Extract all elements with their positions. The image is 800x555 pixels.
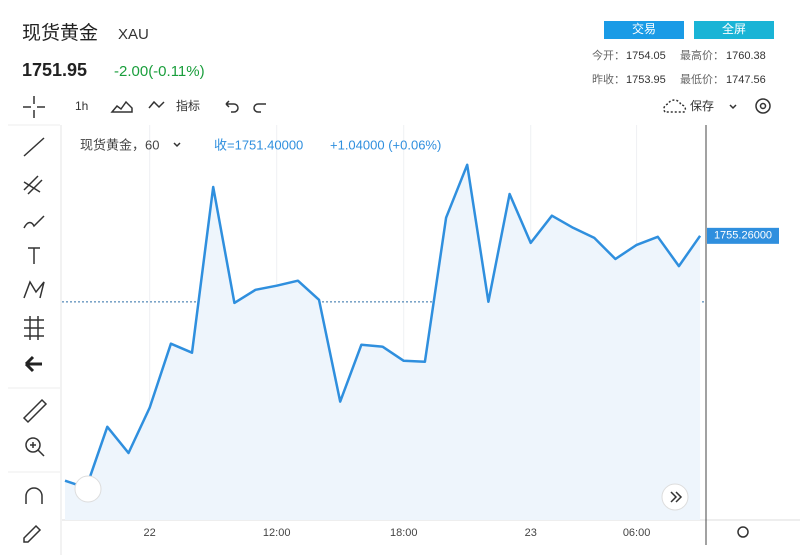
stat-label: 今开： bbox=[592, 48, 625, 62]
price-tag bbox=[707, 227, 779, 244]
price-line bbox=[64, 163, 702, 490]
pattern-tool[interactable] bbox=[23, 280, 45, 299]
trade-button[interactable] bbox=[604, 21, 684, 39]
crosshair-tool[interactable] bbox=[23, 96, 45, 118]
stat-value: 1754.05 bbox=[626, 50, 666, 62]
chart-area bbox=[62, 125, 706, 521]
price-tag-label: 1755.26000 bbox=[714, 230, 772, 242]
legend-close: 收=1751.40000 bbox=[214, 137, 303, 152]
x-tick-label: 12:00 bbox=[263, 527, 291, 539]
settings[interactable] bbox=[755, 98, 771, 114]
fullscreen-label[interactable]: 全屏 bbox=[722, 21, 746, 36]
undo[interactable] bbox=[225, 100, 239, 113]
legend-change: +1.04000 (+0.06%) bbox=[330, 137, 441, 152]
sidebar bbox=[8, 124, 62, 555]
cloud-icon[interactable] bbox=[663, 99, 687, 113]
zoom-plus bbox=[30, 442, 45, 457]
magnet-tool[interactable] bbox=[25, 487, 43, 504]
x-tick-label: 22 bbox=[144, 527, 156, 539]
settings-core bbox=[759, 102, 767, 110]
fullscreen-button[interactable] bbox=[694, 21, 774, 39]
x-tick-label: 18:00 bbox=[390, 527, 418, 539]
indicator-icon[interactable] bbox=[148, 100, 165, 109]
stat-label: 昨收： bbox=[592, 72, 625, 86]
symbol: XAU bbox=[118, 26, 149, 43]
line-tool[interactable] bbox=[23, 137, 45, 157]
chart-type-icon[interactable] bbox=[110, 100, 133, 113]
brush-tool[interactable] bbox=[23, 215, 45, 229]
x-tick-label: 23 bbox=[525, 527, 537, 539]
stat-label: 最高价： bbox=[680, 48, 724, 62]
scroll-left[interactable] bbox=[74, 475, 102, 503]
area-fill bbox=[65, 164, 701, 521]
interval[interactable]: 1h bbox=[75, 99, 88, 113]
legend-name: 现货黄金，60 bbox=[80, 137, 159, 152]
indicators[interactable]: 指标 bbox=[176, 98, 200, 113]
price: 1751.95 bbox=[22, 60, 87, 80]
zoom-tool[interactable] bbox=[25, 437, 41, 453]
stat-value: 1753.95 bbox=[626, 74, 666, 86]
redo[interactable] bbox=[253, 103, 266, 113]
axis-settings[interactable] bbox=[737, 526, 749, 538]
channel-tool[interactable] bbox=[23, 175, 43, 195]
title: 现货黄金 bbox=[22, 22, 98, 44]
fib-tool[interactable] bbox=[24, 316, 44, 340]
stat-label: 最低价： bbox=[680, 73, 724, 86]
back-tool[interactable] bbox=[24, 355, 42, 373]
save-menu[interactable] bbox=[729, 104, 737, 110]
stat-value: 1747.56 bbox=[726, 74, 766, 86]
trade-label[interactable]: 交易 bbox=[632, 21, 656, 36]
lock-tool[interactable] bbox=[23, 524, 42, 543]
scroll-right-icon bbox=[670, 491, 683, 503]
stat-value: 1760.38 bbox=[726, 50, 766, 62]
ruler-tool[interactable] bbox=[22, 398, 48, 424]
x-tick-label: 06:00 bbox=[623, 527, 651, 539]
legend-menu[interactable] bbox=[173, 142, 181, 148]
change: -2.00(-0.11%) bbox=[114, 63, 205, 80]
text-tool[interactable] bbox=[28, 247, 40, 264]
save[interactable]: 保存 bbox=[690, 99, 714, 113]
